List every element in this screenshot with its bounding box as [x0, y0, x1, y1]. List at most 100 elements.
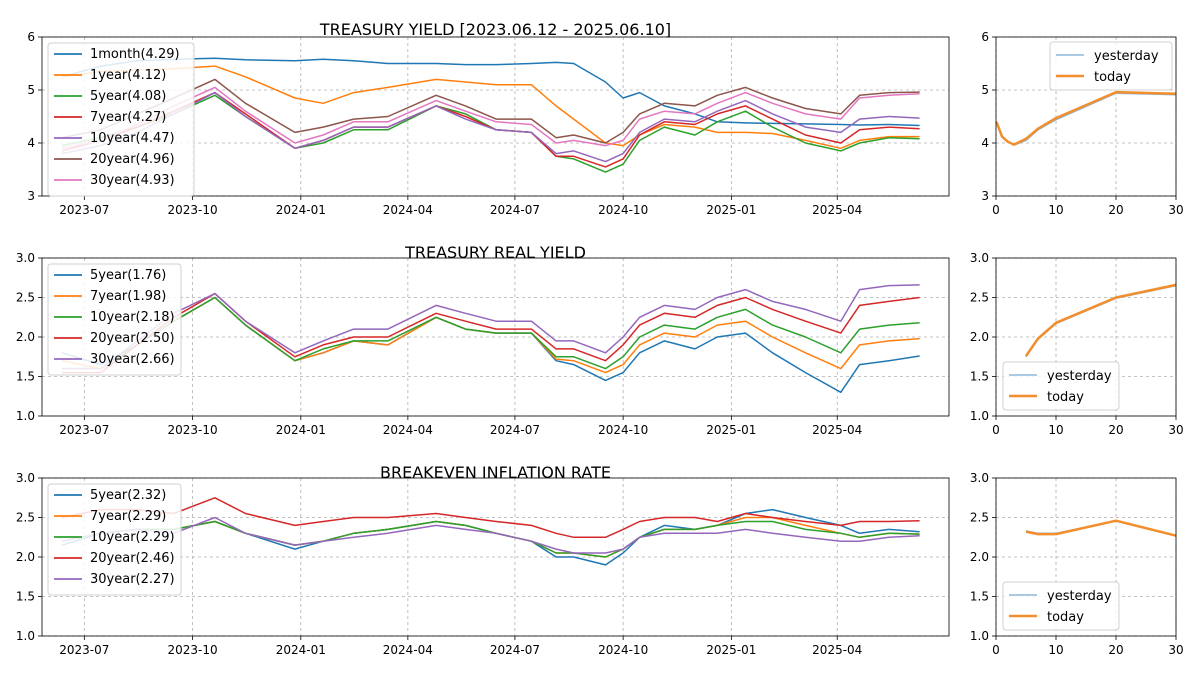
x-tick-label: 2024-04	[383, 643, 433, 657]
y-tick-label: 1.0	[970, 409, 989, 423]
legend	[47, 483, 182, 596]
x-tick-label: 2025-04	[812, 643, 862, 657]
series-line-5	[61, 78, 920, 144]
legend	[1049, 41, 1173, 91]
y-tick-label: 3.0	[16, 471, 35, 485]
legend-label: 7year(2.29)	[90, 509, 166, 524]
x-tick-label: 2024-01	[276, 203, 326, 217]
plot-frame	[41, 257, 950, 417]
legend-label: 30year(2.27)	[90, 572, 175, 587]
y-tick-label: 1.5	[970, 590, 989, 604]
panel-real: 2023-07 2023-10 2024-01 2024-04 2024-07 2024-…	[16, 243, 950, 437]
y-tick-label: 1.0	[970, 629, 989, 643]
x-tick-label: 2024-07	[490, 423, 540, 437]
panel-nominal_curve: 0 10 20 30 3 4 5 6 yesterday today	[981, 30, 1183, 217]
legend-label: 20year(2.46)	[90, 551, 175, 566]
curve-line-today	[1025, 519, 1177, 537]
legend	[1002, 361, 1120, 411]
legend-label: 1year(4.12)	[90, 68, 166, 83]
x-tick-label: 2024-07	[490, 643, 540, 657]
x-tick-label: 0	[992, 423, 1000, 437]
series-line-3	[61, 91, 920, 168]
series-line-4	[62, 284, 920, 370]
x-tick-label: 10	[1048, 423, 1063, 437]
x-tick-label: 2024-01	[276, 643, 326, 657]
y-tick-label: 3.0	[970, 471, 989, 485]
legend-label: 7year(4.27)	[90, 110, 166, 125]
legend	[47, 263, 182, 376]
series-line-2	[62, 296, 920, 370]
x-tick-label: 30	[1168, 643, 1183, 657]
legend-label: 20year(4.96)	[90, 152, 175, 167]
y-tick-label: 4	[27, 136, 35, 150]
legend-label: 5year(2.32)	[90, 488, 166, 503]
series-line-4	[61, 516, 920, 554]
x-tick-label: 2024-10	[598, 203, 648, 217]
x-tick-label: 2025-04	[812, 203, 862, 217]
y-tick-label: 3	[27, 189, 35, 203]
plot-frame	[41, 36, 950, 197]
panel-real_curve: 0 10 20 30 1.0 1.5 2.0 2.5 3.0 yesterday today	[970, 251, 1184, 437]
y-tick-label: 2.5	[970, 291, 989, 305]
x-tick-label: 2023-10	[168, 643, 218, 657]
y-tick-label: 1.5	[16, 590, 35, 604]
plot-frame	[995, 477, 1177, 637]
y-tick-label: 5	[981, 83, 989, 97]
y-tick-label: 2.0	[970, 550, 989, 564]
series-line-4	[61, 91, 920, 163]
x-tick-label: 20	[1108, 203, 1123, 217]
x-tick-label: 2023-10	[168, 423, 218, 437]
x-tick-label: 2023-07	[59, 643, 109, 657]
panel-breakeven_curve: 0 10 20 30 1.0 1.5 2.0 2.5 3.0 yesterday today	[970, 471, 1184, 657]
series-line-1	[61, 65, 920, 150]
legend-label: today	[1094, 70, 1131, 85]
x-tick-label: 2023-07	[59, 203, 109, 217]
x-tick-label: 2025-01	[706, 643, 756, 657]
x-tick-label: 0	[992, 643, 1000, 657]
curve-line-today	[995, 90, 1177, 146]
y-tick-label: 1.5	[16, 370, 35, 384]
panel-nominal: 2023-07 2023-10 2024-01 2024-04 2024-07 2024-…	[27, 20, 950, 217]
x-tick-label: 2025-01	[706, 423, 756, 437]
y-tick-label: 3.0	[16, 251, 35, 265]
chart-title: TREASURY REAL YIELD	[404, 243, 586, 262]
y-tick-label: 5	[27, 83, 35, 97]
x-tick-label: 0	[992, 203, 1000, 217]
panel-breakeven: 2023-07 2023-10 2024-01 2024-04 2024-07 2024-…	[16, 463, 950, 657]
x-tick-label: 2025-01	[706, 203, 756, 217]
y-tick-label: 2.0	[16, 550, 35, 564]
y-tick-label: 2.5	[970, 511, 989, 525]
series-line-0	[61, 57, 920, 127]
chart-title: TREASURY YIELD [2023.06.12 - 2025.06.10]	[319, 20, 671, 39]
series-line-3	[61, 497, 920, 539]
y-tick-label: 2.5	[16, 291, 35, 305]
y-tick-label: 3.0	[970, 251, 989, 265]
legend-label: yesterday	[1047, 369, 1112, 384]
series-line-6	[61, 86, 920, 150]
x-tick-label: 10	[1048, 203, 1063, 217]
y-tick-label: 3	[981, 189, 989, 203]
chart-title: BREAKEVEN INFLATION RATE	[380, 463, 611, 482]
x-tick-label: 2024-04	[383, 203, 433, 217]
legend-label: today	[1047, 610, 1084, 625]
y-tick-label: 6	[27, 30, 35, 44]
series-line-2	[61, 520, 920, 558]
y-tick-label: 1.0	[16, 409, 35, 423]
x-tick-label: 2024-10	[598, 423, 648, 437]
y-tick-label: 1.5	[970, 370, 989, 384]
x-tick-label: 2023-10	[168, 203, 218, 217]
x-tick-label: 2024-10	[598, 643, 648, 657]
legend-label: 5year(4.08)	[90, 89, 166, 104]
legend-label: 7year(1.98)	[90, 289, 166, 304]
y-tick-label: 2.0	[970, 330, 989, 344]
legend-label: 10year(2.18)	[90, 310, 175, 325]
y-tick-label: 6	[981, 30, 989, 44]
legend-label: yesterday	[1094, 49, 1159, 64]
x-tick-label: 20	[1108, 643, 1123, 657]
legend-label: yesterday	[1047, 589, 1112, 604]
x-tick-label: 2024-04	[383, 423, 433, 437]
curve-line-today	[1024, 283, 1177, 357]
legend-label: 30year(4.93)	[90, 173, 175, 188]
plot-frame	[41, 477, 950, 637]
